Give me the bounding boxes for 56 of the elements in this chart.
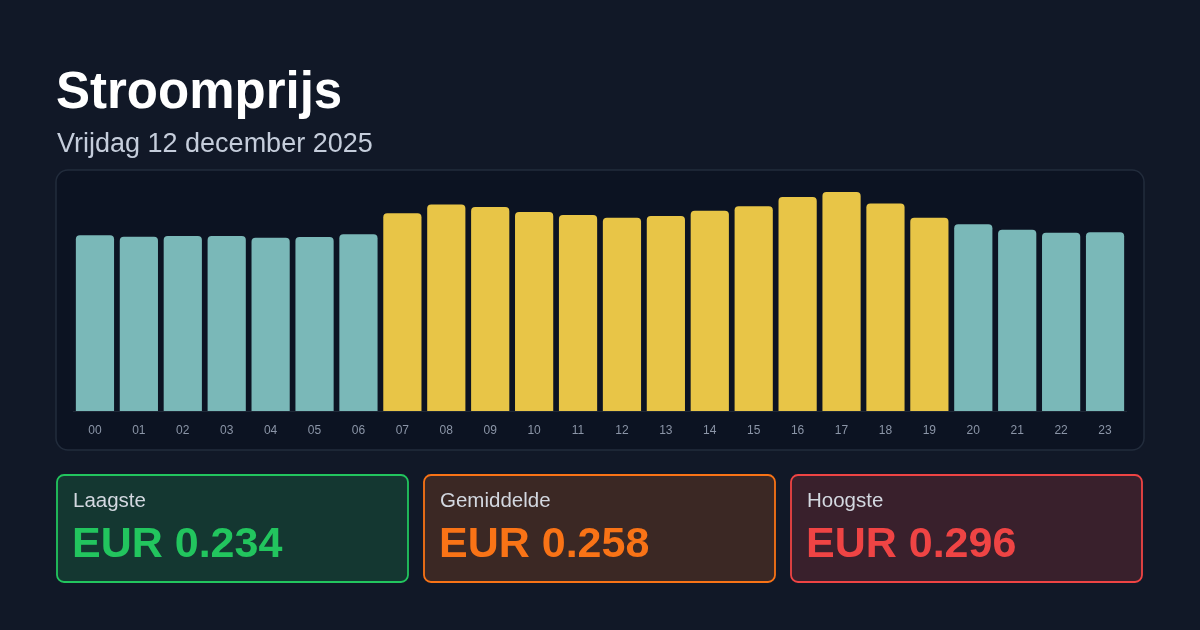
x-tick-label: 06 xyxy=(351,423,366,437)
bar xyxy=(1085,232,1125,411)
x-tick-label: 09 xyxy=(483,423,498,437)
x-tick-label: 11 xyxy=(571,423,585,437)
bar xyxy=(822,192,861,411)
x-tick-label: 17 xyxy=(834,423,849,437)
x-tick-label: 00 xyxy=(88,423,102,437)
bar xyxy=(910,217,949,411)
x-tick-label: 13 xyxy=(659,423,673,437)
x-tick-label: 16 xyxy=(790,423,805,437)
bar xyxy=(602,217,642,411)
x-tick-label: 21 xyxy=(1010,423,1025,437)
x-tick-label: 08 xyxy=(439,423,454,437)
bar xyxy=(734,206,773,411)
bar xyxy=(383,213,422,411)
bar xyxy=(646,216,685,411)
x-tick-label: 03 xyxy=(220,423,234,437)
bar xyxy=(427,204,466,411)
bar xyxy=(1042,232,1081,411)
x-tick-label: 12 xyxy=(615,423,629,437)
bar xyxy=(163,236,202,411)
bar xyxy=(778,197,817,411)
bar xyxy=(471,206,510,411)
text: Laagste xyxy=(73,488,146,511)
x-tick-label: 14 xyxy=(703,423,717,437)
chart-subtitle: Vrijdag 12 december 2025 xyxy=(57,128,373,158)
bar xyxy=(998,229,1037,411)
bar xyxy=(339,234,378,411)
x-tick-label: 04 xyxy=(263,423,278,437)
bar xyxy=(954,224,993,411)
x-tick-label: 18 xyxy=(878,423,893,437)
bar xyxy=(251,237,290,411)
bar xyxy=(207,236,246,411)
x-tick-label: 02 xyxy=(176,423,190,437)
text: EUR 0.258 xyxy=(439,518,650,566)
x-tick-label: 19 xyxy=(922,423,937,437)
x-tick-label: 20 xyxy=(966,423,981,437)
x-tick-label: 23 xyxy=(1098,423,1113,437)
x-tick-label: 01 xyxy=(132,423,146,437)
bar xyxy=(866,203,905,411)
bar xyxy=(75,235,115,411)
x-tick-label: 15 xyxy=(747,423,761,437)
bar xyxy=(119,236,158,411)
x-tick-label: 07 xyxy=(395,423,410,437)
x-tick-label: 10 xyxy=(527,423,542,437)
bar xyxy=(558,215,598,411)
bar xyxy=(690,210,729,411)
chart-title: Stroomprijs xyxy=(56,62,343,119)
text: Gemiddelde xyxy=(440,488,551,511)
x-tick-label: 22 xyxy=(1054,423,1069,437)
text: EUR 0.296 xyxy=(806,518,1017,566)
text: Hoogste xyxy=(807,488,884,511)
x-tick-label: 05 xyxy=(307,423,322,437)
bar xyxy=(515,211,554,411)
text: EUR 0.234 xyxy=(72,518,283,566)
bar xyxy=(295,237,334,411)
